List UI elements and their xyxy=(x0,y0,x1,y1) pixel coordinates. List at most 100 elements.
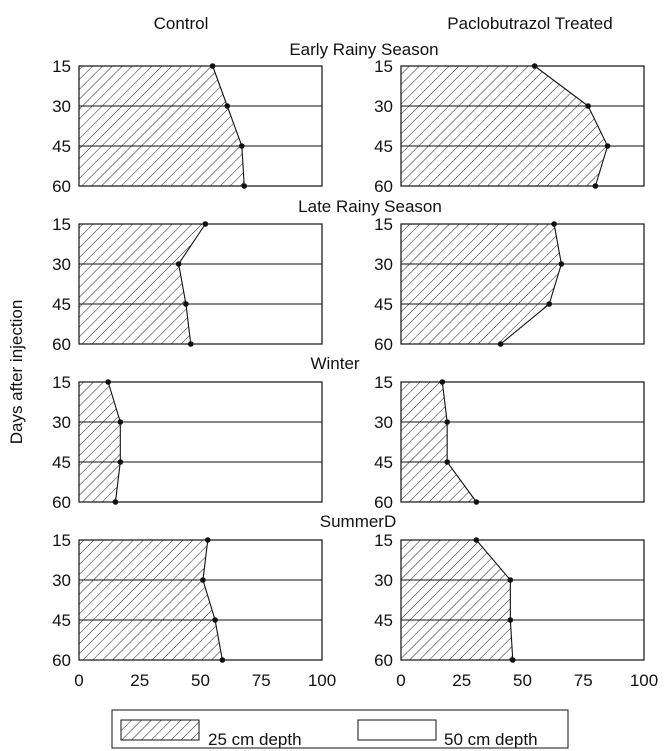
panel-treated: 15 30 45 60 xyxy=(374,531,645,670)
data-point xyxy=(509,657,516,663)
x-tick-label: 50 xyxy=(191,671,210,690)
data-point xyxy=(117,459,124,465)
data-point xyxy=(551,221,557,227)
data-point xyxy=(473,499,480,505)
x-tick-label: 100 xyxy=(630,671,658,690)
data-point xyxy=(175,261,182,267)
data-point xyxy=(183,301,189,307)
y-tick-label: 45 xyxy=(52,611,71,630)
y-tick-label: 30 xyxy=(52,97,71,116)
data-point xyxy=(585,103,591,109)
data-point xyxy=(204,537,211,543)
panel-frame xyxy=(78,223,323,345)
y-tick-label: 30 xyxy=(52,413,71,432)
series-line xyxy=(500,223,562,345)
area-25cm-depth xyxy=(401,540,513,660)
y-tick-label: 45 xyxy=(374,453,393,472)
season-title: SummerD xyxy=(320,512,397,531)
area-25cm-depth xyxy=(79,66,245,186)
y-tick-label: 45 xyxy=(374,611,393,630)
y-tick-label: 15 xyxy=(374,57,393,76)
y-tick-label: 60 xyxy=(52,651,71,670)
data-point xyxy=(241,183,248,189)
series-line xyxy=(107,381,121,503)
series-line xyxy=(202,539,223,661)
x-tick-label: 25 xyxy=(452,671,471,690)
y-tick-label: 45 xyxy=(52,137,71,156)
y-tick-label: 60 xyxy=(52,335,71,354)
panel-frame xyxy=(78,539,323,661)
panel-control: 15 30 45 60 xyxy=(52,215,323,354)
y-axis-label: Days after injection xyxy=(7,300,26,445)
x-tick-label: 25 xyxy=(130,671,149,690)
y-tick-label: 30 xyxy=(374,413,393,432)
series-line xyxy=(534,65,609,187)
data-point xyxy=(473,537,480,543)
data-point xyxy=(439,379,446,385)
x-tick-label: 75 xyxy=(574,671,593,690)
data-point xyxy=(219,657,226,663)
panel-frame xyxy=(78,381,323,503)
x-tick-label: 100 xyxy=(308,671,336,690)
y-tick-label: 45 xyxy=(374,295,393,314)
y-tick-label: 15 xyxy=(52,373,71,392)
data-point xyxy=(112,499,119,505)
panel-treated: 15 30 45 60 xyxy=(374,373,645,512)
data-point xyxy=(558,261,565,267)
y-tick-label: 60 xyxy=(52,493,71,512)
y-tick-label: 60 xyxy=(374,493,393,512)
legend-swatch-blank xyxy=(357,719,437,741)
x-tick-label: 0 xyxy=(74,671,83,690)
panel-frame xyxy=(400,381,645,503)
y-tick-label: 30 xyxy=(374,97,393,116)
y-tick-label: 15 xyxy=(52,215,71,234)
y-tick-label: 30 xyxy=(374,571,393,590)
season-title: Early Rainy Season xyxy=(289,40,438,59)
data-point xyxy=(444,419,450,425)
series-line xyxy=(212,65,245,187)
y-tick-label: 30 xyxy=(52,255,71,274)
y-tick-label: 60 xyxy=(374,177,393,196)
legend: 25 cm depth 50 cm depth xyxy=(111,709,569,749)
data-point xyxy=(592,183,599,189)
y-tick-label: 15 xyxy=(52,57,71,76)
x-tick-label: 0 xyxy=(396,671,405,690)
legend-box xyxy=(111,709,569,749)
data-point xyxy=(507,577,514,583)
column-title-control: Control xyxy=(154,14,209,33)
y-tick-label: 15 xyxy=(52,531,71,550)
data-point xyxy=(105,379,111,385)
data-point xyxy=(209,63,216,69)
data-point xyxy=(202,221,209,227)
area-25cm-depth xyxy=(79,224,206,344)
y-tick-label: 60 xyxy=(374,651,393,670)
y-tick-label: 45 xyxy=(52,295,71,314)
y-tick-label: 30 xyxy=(52,571,71,590)
data-point xyxy=(239,143,245,149)
x-tick-label: 75 xyxy=(252,671,271,690)
series-line xyxy=(178,223,206,345)
legend-label-50cm: 50 cm depth xyxy=(444,730,538,749)
data-point xyxy=(546,301,553,307)
data-point xyxy=(224,103,231,109)
data-point xyxy=(604,143,611,149)
y-tick-label: 60 xyxy=(374,335,393,354)
y-tick-label: 15 xyxy=(374,373,393,392)
panels-group: 15 30 45 60 15 30 45 60 15 30 45 60 15 30 45 60 15 30 45 60… xyxy=(52,57,645,670)
area-25cm-depth xyxy=(79,382,121,502)
area-25cm-depth xyxy=(79,540,223,660)
legend-swatch-hatched xyxy=(120,719,200,741)
y-tick-label: 45 xyxy=(52,453,71,472)
data-point xyxy=(200,577,206,583)
y-tick-label: 15 xyxy=(374,215,393,234)
series-line xyxy=(441,381,477,503)
data-point xyxy=(117,419,124,425)
y-tick-label: 60 xyxy=(52,177,71,196)
panel-control: 15 30 45 60 xyxy=(52,57,323,196)
column-title-treated: Paclobutrazol Treated xyxy=(447,14,612,33)
y-tick-label: 30 xyxy=(374,255,393,274)
panel-treated: 15 30 45 60 xyxy=(374,215,645,354)
panel-control: 15 30 45 60 xyxy=(52,531,323,670)
data-point xyxy=(531,63,538,69)
